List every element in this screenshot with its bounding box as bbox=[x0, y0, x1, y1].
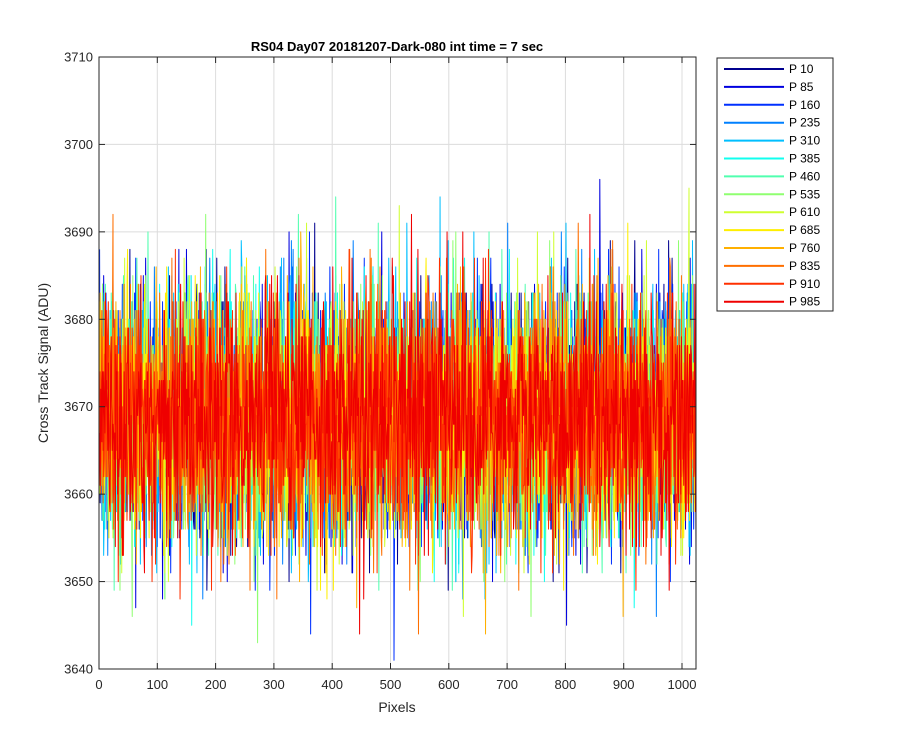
legend-label-2: P 160 bbox=[789, 98, 820, 112]
x-tick-label-0: 0 bbox=[95, 677, 102, 692]
axis-ticks: 0 100 200 300 400 500 600 700 800 900 1000 3640 3650… bbox=[64, 50, 696, 693]
legend-label-5: P 385 bbox=[789, 152, 820, 166]
legend-box bbox=[716, 57, 834, 312]
legend-label-1: P 85 bbox=[789, 80, 814, 94]
y-tick-label-4: 3680 bbox=[64, 312, 93, 327]
x-tick-label-6: 600 bbox=[438, 677, 460, 692]
legend-label-3: P 235 bbox=[789, 116, 820, 130]
legend-label-13: P 985 bbox=[789, 295, 820, 309]
series-line-13 bbox=[99, 213, 697, 635]
x-tick-label-8: 800 bbox=[555, 677, 577, 692]
x-tick-label-4: 400 bbox=[321, 677, 343, 692]
x-tick-label-10: 1000 bbox=[668, 677, 697, 692]
plot-frame bbox=[98, 56, 697, 670]
y-tick-label-0: 3640 bbox=[64, 662, 93, 677]
y-tick-label-1: 3650 bbox=[64, 574, 93, 589]
x-tick-label-1: 100 bbox=[146, 677, 168, 692]
legend-label-0: P 10 bbox=[789, 62, 814, 76]
y-tick-label-3: 3670 bbox=[64, 399, 93, 414]
legend: P 10 P 85 P 160 P 235 P 310 P 385 P 460 P 535 P … bbox=[716, 57, 834, 312]
legend-label-7: P 535 bbox=[789, 187, 820, 201]
legend-label-10: P 760 bbox=[789, 241, 820, 255]
y-tick-label-2: 3660 bbox=[64, 487, 93, 502]
y-tick-label-5: 3690 bbox=[64, 224, 93, 239]
legend-label-11: P 835 bbox=[789, 259, 820, 273]
chart-title: RS04 Day07 20181207-Dark-080 int time = … bbox=[251, 39, 543, 54]
x-tick-label-2: 200 bbox=[205, 677, 227, 692]
x-tick-label-3: 300 bbox=[263, 677, 285, 692]
legend-label-8: P 610 bbox=[789, 205, 820, 219]
legend-label-6: P 460 bbox=[789, 169, 820, 183]
y-tick-label-6: 3700 bbox=[64, 137, 93, 152]
legend-label-4: P 310 bbox=[789, 134, 820, 148]
legend-label-9: P 685 bbox=[789, 223, 820, 237]
legend-label-12: P 910 bbox=[789, 277, 820, 291]
y-tick-label-7: 3710 bbox=[64, 50, 93, 65]
y-axis-label: Cross Track Signal (ADU) bbox=[35, 283, 51, 443]
series-lines bbox=[99, 178, 697, 661]
x-tick-label-9: 900 bbox=[613, 677, 635, 692]
x-tick-label-5: 500 bbox=[380, 677, 402, 692]
x-axis-label: Pixels bbox=[378, 699, 415, 715]
x-tick-label-7: 700 bbox=[496, 677, 518, 692]
